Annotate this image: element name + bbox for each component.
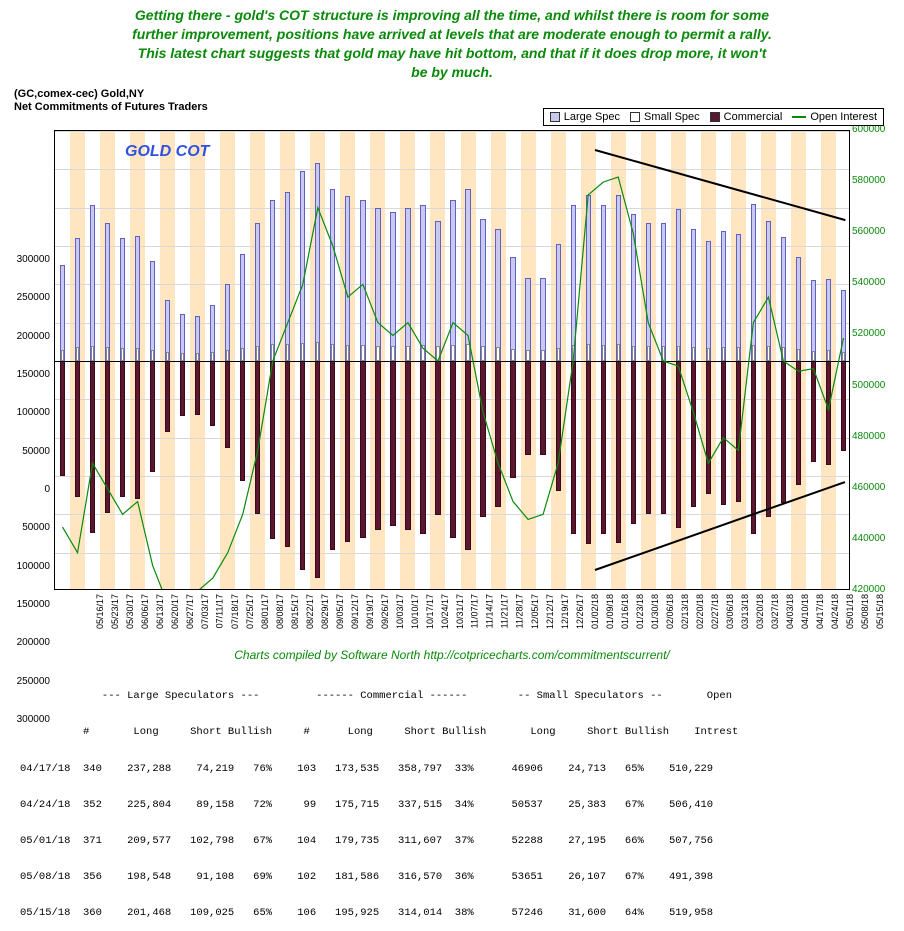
- x-tick: 05/23/17: [110, 594, 120, 629]
- x-tick: 05/08/18: [861, 594, 871, 629]
- x-tick: 10/31/17: [455, 594, 465, 629]
- x-tick: 08/08/17: [275, 594, 285, 629]
- x-tick: 03/20/18: [755, 594, 765, 629]
- x-tick: 02/06/18: [665, 594, 675, 629]
- y-right-tick: 500000: [852, 380, 900, 391]
- chart-title: GOLD COT: [125, 143, 209, 161]
- x-tick: 12/12/17: [545, 594, 555, 629]
- x-tick: 07/11/17: [214, 594, 224, 628]
- legend-small-spec: Small Spec: [630, 111, 700, 123]
- x-tick: 10/17/17: [425, 594, 435, 629]
- source-line: Charts compiled by Software North http:/…: [0, 648, 904, 662]
- y-right-tick: 520000: [852, 328, 900, 339]
- y-left-tick: 150000: [0, 599, 50, 610]
- legend-commercial: Commercial: [710, 111, 783, 123]
- x-tick: 06/13/17: [155, 594, 165, 629]
- y-left-tick: 300000: [0, 254, 50, 265]
- x-tick: 06/06/17: [140, 594, 150, 629]
- x-tick: 08/22/17: [305, 594, 315, 629]
- x-tick: 07/25/17: [245, 594, 255, 629]
- x-tick: 07/18/17: [230, 594, 240, 629]
- table-row: 05/01/18 371 209,577 102,798 67% 104 179…: [20, 835, 904, 847]
- x-tick: 05/15/18: [876, 594, 886, 629]
- table-subheader: # Long Short Bullish # Long Short Bullis…: [20, 726, 904, 738]
- x-tick: 12/05/17: [530, 594, 540, 629]
- x-tick: 07/03/17: [200, 594, 210, 629]
- x-tick: 12/19/17: [560, 594, 570, 629]
- legend: Large Spec Small Spec Commercial Open In…: [543, 108, 884, 126]
- meta-symbol: (GC,comex-cec) Gold,NY: [14, 88, 890, 102]
- x-tick: 11/07/17: [469, 594, 479, 628]
- x-tick: 03/27/18: [770, 594, 780, 629]
- plot-area: GOLD COT: [54, 130, 850, 590]
- x-tick: 01/16/18: [620, 594, 630, 629]
- x-tick: 12/26/17: [575, 594, 585, 629]
- table-row: 04/17/18 340 237,288 74,219 76% 103 173,…: [20, 763, 904, 775]
- x-tick: 04/03/18: [785, 594, 795, 629]
- x-tick: 01/02/18: [590, 594, 600, 629]
- x-tick: 10/03/17: [395, 594, 405, 629]
- x-tick: 09/26/17: [380, 594, 390, 629]
- y-left-tick: 50000: [0, 522, 50, 533]
- caption-l1: Getting there - gold's COT structure is …: [18, 6, 886, 25]
- y-left-tick: 200000: [0, 331, 50, 342]
- y-left-tick: 150000: [0, 369, 50, 380]
- y-right-tick: 560000: [852, 226, 900, 237]
- x-tick: 10/24/17: [440, 594, 450, 629]
- x-tick: 10/10/17: [410, 594, 420, 629]
- x-tick: 04/17/18: [815, 594, 825, 629]
- legend-large-spec: Large Spec: [550, 111, 620, 123]
- x-tick: 01/23/18: [635, 594, 645, 629]
- x-tick: 02/27/18: [710, 594, 720, 629]
- data-table: --- Large Speculators --- ------ Commerc…: [0, 666, 904, 931]
- x-tick: 05/16/17: [95, 594, 105, 629]
- x-tick: 06/20/17: [170, 594, 180, 629]
- caption-l4: be by much.: [18, 63, 886, 82]
- x-tick: 04/24/18: [830, 594, 840, 629]
- caption: Getting there - gold's COT structure is …: [0, 0, 904, 86]
- table-row: 05/08/18 356 198,548 91,108 69% 102 181,…: [20, 871, 904, 883]
- y-left-tick: 100000: [0, 561, 50, 572]
- legend-open-interest: Open Interest: [792, 111, 877, 123]
- y-right-tick: 440000: [852, 533, 900, 544]
- y-right-tick: 480000: [852, 431, 900, 442]
- x-tick: 09/12/17: [350, 594, 360, 629]
- chart: GOLD COT 300000 250000 200000 150000 100000 5…: [0, 130, 904, 610]
- x-tick: 01/30/18: [650, 594, 660, 629]
- x-tick: 03/06/18: [725, 594, 735, 629]
- x-tick: 08/29/17: [320, 594, 330, 629]
- x-tick: 11/28/17: [514, 594, 524, 628]
- y-right-tick: 540000: [852, 277, 900, 288]
- y-left-tick: 50000: [0, 446, 50, 457]
- y-left-tick: 100000: [0, 407, 50, 418]
- x-tick: 02/13/18: [680, 594, 690, 629]
- caption-l2: further improvement, positions have arri…: [18, 25, 886, 44]
- x-tick: 09/19/17: [365, 594, 375, 629]
- x-tick: 04/10/18: [800, 594, 810, 629]
- x-tick: 11/14/17: [484, 594, 494, 628]
- y-left-tick: 250000: [0, 292, 50, 303]
- x-tick: 05/01/18: [845, 594, 855, 629]
- x-tick: 03/13/18: [740, 594, 750, 629]
- x-tick: 08/01/17: [260, 594, 270, 629]
- y-left-tick: 200000: [0, 637, 50, 648]
- table-row: 04/24/18 352 225,804 89,158 72% 99 175,7…: [20, 799, 904, 811]
- x-tick: 02/20/18: [695, 594, 705, 629]
- y-right-tick: 460000: [852, 482, 900, 493]
- x-tick: 01/09/18: [605, 594, 615, 629]
- caption-l3: This latest chart suggests that gold may…: [18, 44, 886, 63]
- x-tick: 11/21/17: [499, 594, 509, 628]
- y-right-tick: 580000: [852, 175, 900, 186]
- y-left-tick: 0: [0, 484, 50, 495]
- table-header: --- Large Speculators --- ------ Commerc…: [20, 690, 904, 702]
- x-tick: 09/05/17: [335, 594, 345, 629]
- x-tick: 06/27/17: [185, 594, 195, 629]
- table-row: 05/15/18 360 201,468 109,025 65% 106 195…: [20, 907, 904, 919]
- x-tick: 08/15/17: [290, 594, 300, 629]
- x-tick: 05/30/17: [125, 594, 135, 629]
